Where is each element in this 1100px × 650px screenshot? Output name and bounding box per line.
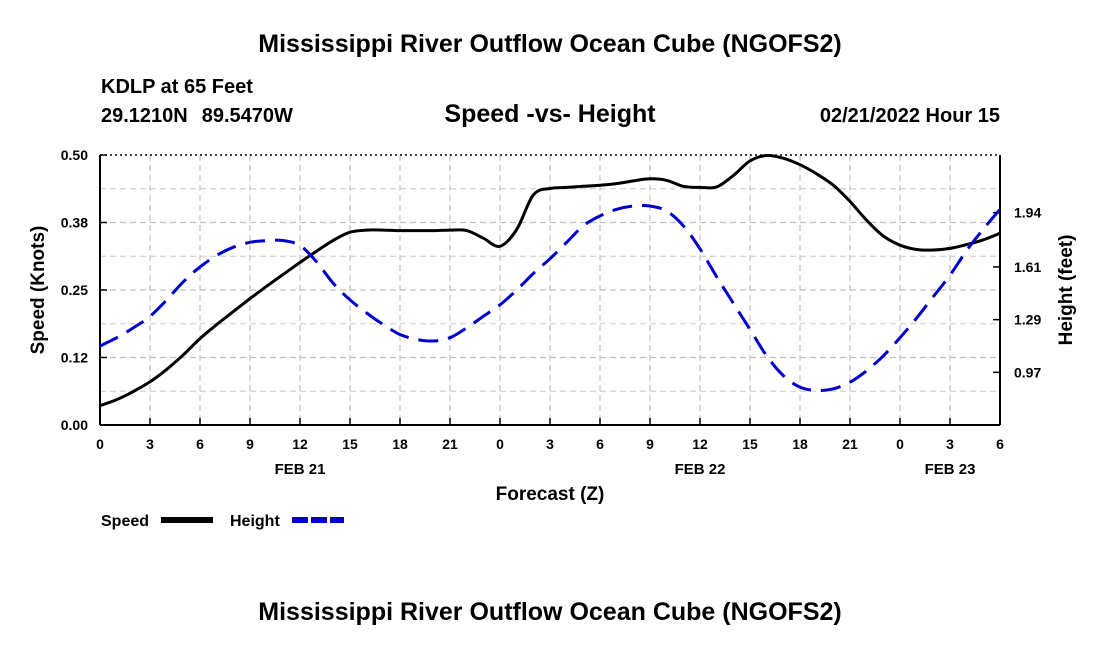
axis-labels: 0 3 6 9 12 15 18 21 0 3 6 9 12 15 18 21 0 3 6 0.00 0.12 0.25 0… — [28, 147, 1077, 505]
day-label: FEB 21 — [275, 461, 326, 478]
x-tick-label: 15 — [342, 436, 358, 452]
x-tick-label: 18 — [792, 436, 808, 452]
station-coordinates: 29.1210N 89.5470W — [101, 105, 293, 128]
x-tick-label: 0 — [896, 436, 904, 452]
x-tick-label: 6 — [596, 436, 604, 452]
x-tick-label: 6 — [996, 436, 1004, 452]
grid-lines — [100, 155, 1000, 425]
longitude: 89.5470W — [201, 105, 293, 127]
speed-series-line — [99, 153, 1001, 408]
station-location: KDLP at 65 Feet — [101, 76, 253, 98]
x-tick-label: 21 — [442, 436, 458, 452]
latitude: 29.1210N — [101, 105, 188, 127]
day-label: FEB 22 — [675, 461, 726, 478]
height-series-line — [99, 204, 1002, 392]
x-tick-label: 12 — [692, 436, 708, 452]
chart-title: Mississippi River Outflow Ocean Cube (NG… — [258, 30, 842, 58]
y-left-tick-label: 0.00 — [61, 417, 88, 433]
y-right-axis-title: Height (feet) — [1056, 235, 1077, 346]
legend-label-speed: Speed — [101, 513, 149, 530]
y-right-tick-label: 1.29 — [1014, 312, 1041, 328]
x-axis-title: Forecast (Z) — [496, 484, 605, 505]
x-tick-label: 15 — [742, 436, 758, 452]
x-tick-label: 3 — [546, 436, 554, 452]
series-group — [99, 153, 1002, 408]
y-left-tick-label: 0.25 — [61, 282, 88, 298]
chart-subtitle: Speed -vs- Height — [444, 100, 656, 128]
y-left-tick-label: 0.50 — [61, 147, 88, 163]
legend: Speed Height — [101, 513, 344, 530]
y-right-tick-label: 0.97 — [1014, 364, 1041, 380]
y-left-tick-label: 0.38 — [61, 215, 88, 231]
x-tick-label: 12 — [292, 436, 308, 452]
x-tick-label: 0 — [496, 436, 504, 452]
forecast-datetime: 02/21/2022 Hour 15 — [819, 105, 1000, 127]
y-right-tick-label: 1.94 — [1014, 205, 1041, 221]
x-tick-label: 9 — [646, 436, 654, 452]
x-tick-label: 0 — [96, 436, 104, 452]
x-tick-label: 21 — [842, 436, 858, 452]
x-tick-label: 9 — [246, 436, 254, 452]
y-left-tick-label: 0.12 — [61, 350, 88, 366]
y-right-tick-label: 1.61 — [1014, 259, 1041, 275]
footer-title: Mississippi River Outflow Ocean Cube (NG… — [258, 598, 842, 626]
x-tick-label: 6 — [196, 436, 204, 452]
x-tick-label: 18 — [392, 436, 408, 452]
y-left-axis-title: Speed (Knots) — [28, 226, 49, 355]
day-label: FEB 23 — [925, 461, 976, 478]
x-tick-label: 3 — [946, 436, 954, 452]
x-tick-label: 3 — [146, 436, 154, 452]
legend-label-height: Height — [230, 513, 280, 530]
axes — [99, 154, 1001, 426]
